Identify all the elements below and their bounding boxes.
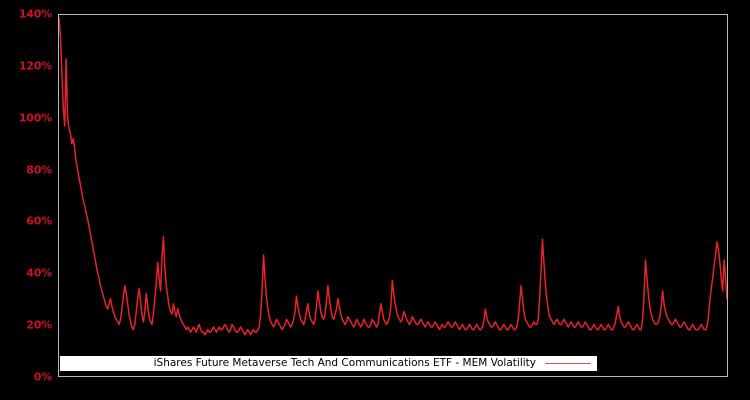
legend[interactable]: iShares Future Metaverse Tech And Commun… <box>60 356 597 371</box>
legend-label: iShares Future Metaverse Tech And Commun… <box>153 357 536 370</box>
y-tick-label: 80% <box>26 163 52 177</box>
y-tick-label: 60% <box>26 214 52 228</box>
y-tick-label: 40% <box>26 266 52 280</box>
y-tick-label: 0% <box>33 370 52 384</box>
y-tick-label: 140% <box>18 7 52 21</box>
legend-line-sample-icon <box>545 363 591 364</box>
y-tick-label: 100% <box>18 111 52 125</box>
y-axis: 0% 20% 40% 60% 80% 100% 120% 140% <box>0 0 54 400</box>
y-tick-label: 120% <box>18 59 52 73</box>
plot-area <box>58 14 728 377</box>
y-tick-label: 20% <box>26 318 52 332</box>
series-polyline <box>59 16 727 336</box>
series-line-chart <box>59 16 727 336</box>
